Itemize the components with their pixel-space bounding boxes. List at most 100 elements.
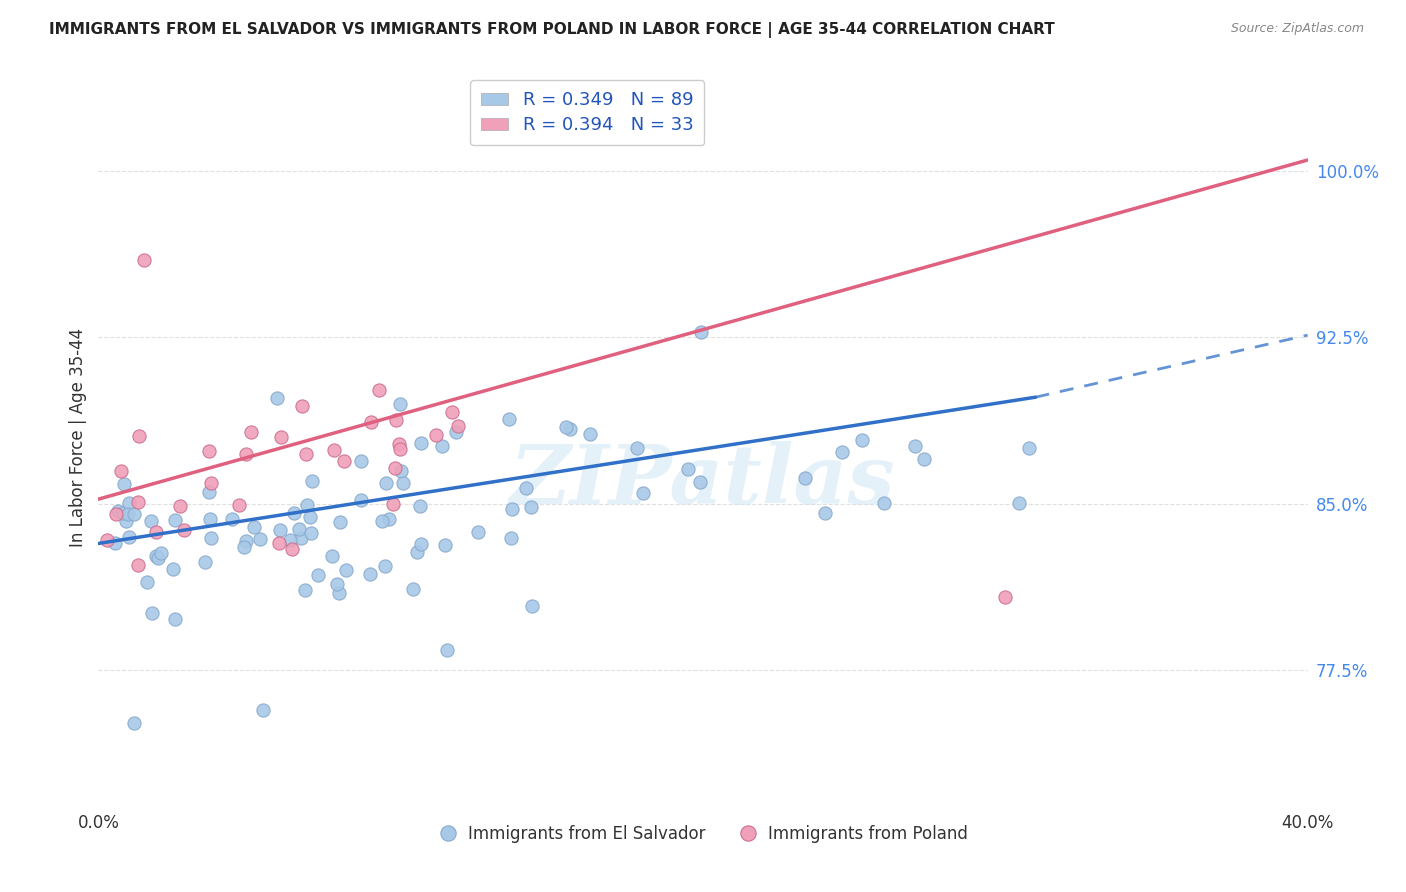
Point: [994, 590, 1017, 604]
Point: [299, 526, 322, 541]
Point: [252, 703, 274, 717]
Point: [904, 440, 927, 454]
Point: [107, 504, 129, 518]
Point: [96, 533, 118, 548]
Point: [228, 498, 250, 512]
Point: [128, 429, 150, 443]
Point: [689, 475, 711, 489]
Point: [520, 500, 543, 515]
Text: IMMIGRANTS FROM EL SALVADOR VS IMMIGRANTS FROM POLAND IN LABOR FORCE | AGE 35-44: IMMIGRANTS FROM EL SALVADOR VS IMMIGRANT…: [49, 22, 1054, 38]
Point: [350, 493, 373, 508]
Point: [269, 523, 291, 537]
Point: [499, 532, 522, 546]
Point: [626, 441, 648, 455]
Point: [392, 476, 415, 491]
Point: [388, 437, 411, 451]
Point: [690, 326, 713, 340]
Point: [127, 495, 149, 509]
Point: [522, 599, 544, 613]
Point: [402, 582, 425, 596]
Point: [814, 506, 837, 520]
Point: [150, 546, 173, 560]
Point: [873, 496, 896, 510]
Point: [197, 484, 219, 499]
Point: [104, 507, 127, 521]
Point: [298, 510, 321, 524]
Point: [411, 537, 433, 551]
Point: [270, 429, 292, 443]
Point: [132, 252, 155, 267]
Point: [118, 496, 141, 510]
Point: [169, 499, 191, 513]
Point: [384, 413, 406, 427]
Point: [430, 439, 453, 453]
Point: [197, 444, 219, 458]
Point: [389, 397, 412, 411]
Point: [117, 508, 139, 522]
Point: [440, 405, 463, 419]
Point: [232, 540, 254, 554]
Point: [115, 514, 138, 528]
Point: [555, 419, 578, 434]
Point: [198, 512, 221, 526]
Point: [194, 555, 217, 569]
Point: [162, 562, 184, 576]
Point: [368, 383, 391, 397]
Point: [335, 563, 357, 577]
Point: [118, 530, 141, 544]
Point: [433, 538, 456, 552]
Point: [515, 482, 537, 496]
Point: [145, 525, 167, 540]
Point: [301, 475, 323, 489]
Point: [444, 425, 467, 439]
Point: [200, 476, 222, 491]
Point: [411, 435, 433, 450]
Point: [384, 460, 406, 475]
Y-axis label: In Labor Force | Age 35-44: In Labor Force | Age 35-44: [69, 327, 87, 547]
Text: ZIPatlas: ZIPatlas: [510, 441, 896, 521]
Point: [560, 422, 582, 436]
Point: [266, 392, 288, 406]
Point: [851, 433, 873, 447]
Legend: Immigrants from El Salvador, Immigrants from Poland: Immigrants from El Salvador, Immigrants …: [432, 818, 974, 849]
Point: [110, 464, 132, 478]
Point: [295, 447, 318, 461]
Point: [498, 412, 520, 426]
Point: [235, 534, 257, 549]
Point: [290, 531, 312, 545]
Point: [235, 447, 257, 461]
Point: [912, 451, 935, 466]
Point: [221, 512, 243, 526]
Point: [374, 476, 396, 491]
Point: [163, 612, 186, 626]
Point: [793, 471, 815, 485]
Point: [447, 418, 470, 433]
Point: [165, 513, 187, 527]
Point: [295, 498, 318, 512]
Point: [122, 507, 145, 521]
Point: [240, 425, 263, 439]
Point: [278, 533, 301, 548]
Point: [326, 577, 349, 591]
Point: [242, 519, 264, 533]
Point: [409, 500, 432, 514]
Point: [139, 514, 162, 528]
Point: [381, 497, 404, 511]
Point: [378, 512, 401, 526]
Point: [467, 525, 489, 540]
Point: [388, 442, 411, 457]
Point: [104, 536, 127, 550]
Point: [288, 522, 311, 536]
Point: [333, 453, 356, 467]
Point: [283, 506, 305, 520]
Point: [349, 454, 371, 468]
Point: [291, 400, 314, 414]
Point: [676, 462, 699, 476]
Point: [425, 427, 447, 442]
Point: [148, 551, 170, 566]
Point: [200, 531, 222, 545]
Point: [1018, 441, 1040, 455]
Point: [111, 506, 134, 520]
Point: [249, 532, 271, 546]
Point: [145, 549, 167, 563]
